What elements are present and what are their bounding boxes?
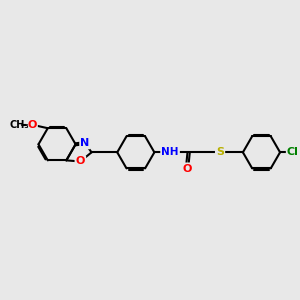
Text: CH₃: CH₃ — [9, 120, 29, 130]
Text: NH: NH — [161, 147, 179, 157]
Text: S: S — [216, 147, 224, 157]
Text: O: O — [182, 164, 192, 174]
Text: O: O — [76, 157, 85, 166]
Text: Cl: Cl — [287, 147, 299, 157]
Text: N: N — [80, 138, 90, 148]
Text: O: O — [27, 120, 37, 130]
